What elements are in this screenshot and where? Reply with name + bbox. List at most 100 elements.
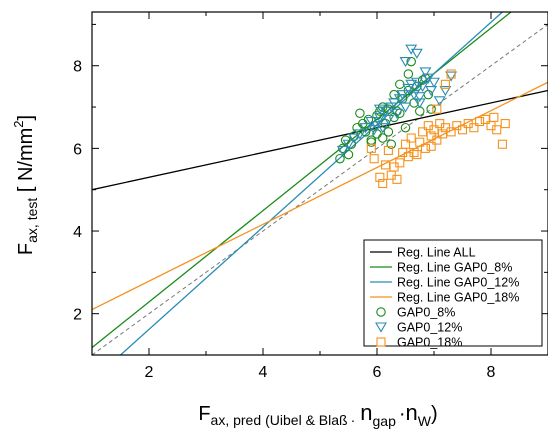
legend-label: GAP0_12% — [397, 321, 462, 335]
point-s3-25 — [446, 127, 456, 137]
point-s2-12 — [382, 114, 395, 126]
point-s3-40 — [426, 141, 436, 151]
point-s3-1 — [366, 143, 376, 153]
point-s2-36 — [373, 104, 386, 115]
point-s2-11 — [379, 106, 392, 117]
point-s1-1 — [335, 153, 345, 164]
point-s3-21 — [432, 135, 442, 145]
point-s3-42 — [386, 170, 396, 180]
point-s3-2 — [369, 154, 379, 164]
point-s3-33 — [489, 112, 499, 122]
x-tick-label: 8 — [487, 364, 496, 381]
legend-label: GAP0_18% — [397, 336, 462, 350]
plot-area — [92, 12, 548, 355]
point-s3-3 — [375, 172, 385, 182]
point-s1-8 — [355, 108, 365, 118]
point-s1-28 — [403, 69, 414, 79]
point-s1-19 — [383, 127, 394, 137]
point-s2-5 — [359, 123, 372, 134]
point-s1-4 — [343, 149, 354, 160]
point-s3-11 — [400, 139, 411, 149]
point-s3-39 — [432, 104, 442, 114]
point-s2-34 — [399, 57, 412, 68]
y-tick-label: 6 — [73, 141, 82, 158]
reference-line-group — [92, 23, 548, 355]
point-s2-27 — [425, 85, 438, 97]
point-s3-36 — [500, 119, 510, 129]
x-tick-label: 6 — [373, 364, 382, 381]
legend-label: Reg. Line ALL — [397, 246, 476, 260]
point-s3-29 — [469, 123, 479, 133]
point-s3-41 — [409, 147, 419, 158]
point-s2-25 — [419, 67, 432, 78]
reference-line — [92, 23, 548, 355]
point-s2-3 — [348, 133, 361, 144]
point-s3-37 — [440, 79, 450, 89]
point-s3-30 — [475, 116, 485, 127]
legend-label: GAP0_8% — [397, 306, 455, 320]
y-axis-title: Fax, test [ N/mm2] — [11, 115, 40, 255]
point-s1-7 — [352, 122, 362, 133]
point-s2-23 — [413, 92, 426, 103]
point-s2-14 — [388, 98, 401, 109]
legend-marker-swatch — [376, 337, 386, 347]
point-s3-9 — [395, 158, 405, 168]
point-s3-15 — [415, 137, 425, 147]
point-s3-6 — [383, 145, 393, 155]
regression-lines — [92, 12, 548, 355]
point-s3-27 — [457, 125, 468, 135]
point-s1-20 — [386, 139, 396, 149]
point-s3-17 — [420, 143, 431, 153]
y-tick-label: 4 — [73, 224, 82, 241]
point-s2-2 — [342, 139, 355, 150]
data-points — [335, 44, 510, 189]
point-s1-10 — [360, 127, 371, 137]
point-s3-35 — [497, 139, 507, 149]
legend-label: Reg. Line GAP0_18% — [397, 291, 519, 305]
point-s2-20 — [405, 79, 418, 90]
y-tick-label: 2 — [73, 307, 82, 324]
point-s2-30 — [439, 85, 452, 97]
point-s2-1 — [336, 145, 349, 157]
point-s3-4 — [378, 178, 388, 189]
point-s2-24 — [416, 81, 429, 92]
point-s2-33 — [410, 48, 423, 59]
legend-marker-swatch — [376, 307, 386, 317]
point-s1-38 — [377, 133, 388, 143]
point-s2-31 — [445, 71, 458, 82]
regression-line-1 — [92, 89, 548, 191]
x-tick-label: 2 — [145, 364, 154, 381]
point-s2-35 — [413, 98, 426, 109]
y-tick-label: 8 — [73, 59, 82, 76]
point-s3-38 — [446, 69, 456, 79]
regression-line-3 — [120, 12, 503, 355]
point-s2-28 — [428, 77, 440, 88]
point-s1-37 — [366, 137, 377, 147]
point-s1-26 — [400, 122, 411, 133]
point-s2-15 — [390, 108, 403, 119]
legend-label: Reg. Line GAP0_8% — [397, 261, 512, 275]
point-s3-31 — [480, 114, 490, 124]
point-s2-29 — [433, 96, 446, 107]
point-s2-4 — [353, 129, 366, 140]
legend-box — [363, 239, 543, 347]
point-s3-13 — [406, 133, 416, 143]
point-s1-36 — [426, 104, 436, 114]
axis-ticks: 2 4 6 8 2 4 6 8 — [73, 12, 548, 381]
regression-line-2 — [92, 12, 512, 349]
point-s3-23 — [437, 129, 448, 139]
point-s3-34 — [492, 125, 502, 135]
point-s3-5 — [380, 160, 391, 170]
point-s2-18 — [399, 102, 412, 113]
legend-label: Reg. Line GAP0_12% — [397, 276, 519, 290]
x-axis-title: Fax, pred (Uibel & Blaß · ngap ·nW) — [198, 400, 437, 429]
x-tick-label: 4 — [259, 364, 268, 381]
point-s2-10 — [376, 123, 389, 134]
point-s3-14 — [412, 150, 422, 160]
legend-marker-swatch — [375, 322, 387, 333]
point-s3-16 — [418, 127, 428, 137]
point-s2-17 — [396, 90, 409, 101]
